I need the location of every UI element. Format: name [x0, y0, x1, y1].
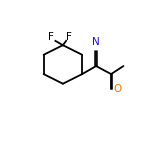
Text: F: F	[66, 32, 72, 42]
Text: F: F	[48, 32, 54, 42]
Text: O: O	[114, 84, 122, 94]
Text: N: N	[92, 37, 100, 47]
